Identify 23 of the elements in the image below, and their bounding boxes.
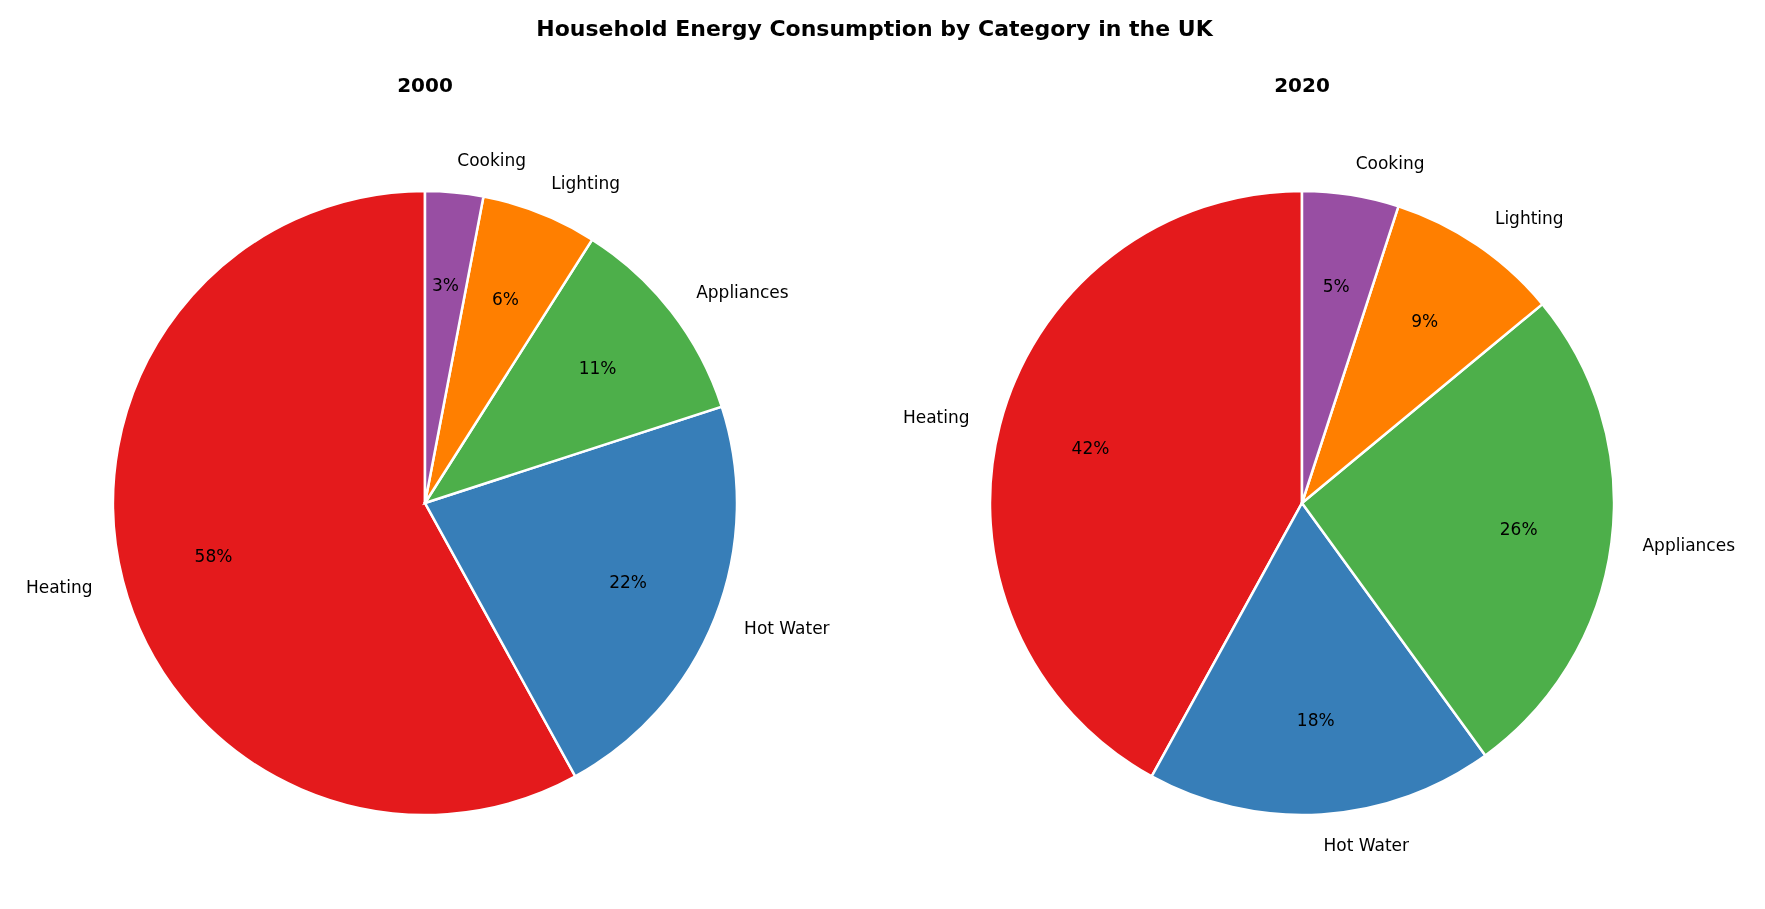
data-label: 11%	[578, 358, 617, 379]
slice-label: Heating	[902, 406, 970, 427]
slice-label: Appliances	[1642, 535, 1736, 556]
slice-label: Lighting	[551, 172, 621, 193]
data-label: 9%	[1411, 311, 1439, 332]
text: Household Energy Consumption by Category in the UK	[536, 16, 1214, 41]
slice-label: Cooking	[457, 150, 527, 171]
slice-label: Heating	[25, 577, 93, 598]
data-label: 18%	[1296, 709, 1335, 730]
slice-label: Lighting	[1494, 208, 1564, 229]
data-label: 3%	[432, 274, 460, 295]
data-label: 42%	[1071, 437, 1110, 458]
slice-label: Appliances	[696, 281, 789, 302]
data-label: 5%	[1322, 276, 1350, 297]
data-label: 6%	[491, 288, 519, 309]
chart-title: 2000	[397, 73, 453, 97]
slice-label: Cooking	[1355, 153, 1425, 174]
slice-label: Hot Water	[1323, 834, 1410, 855]
chart-title: 2020	[1274, 73, 1330, 97]
data-label: 58%	[194, 546, 233, 567]
data-label: 26%	[1499, 519, 1538, 540]
slice-label: Hot Water	[744, 618, 830, 639]
data-label: 22%	[609, 572, 647, 593]
